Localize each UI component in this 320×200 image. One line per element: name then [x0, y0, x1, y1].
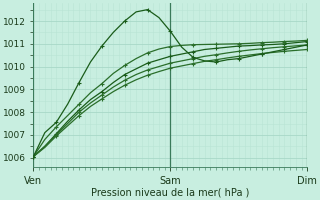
X-axis label: Pression niveau de la mer( hPa ): Pression niveau de la mer( hPa )	[91, 187, 250, 197]
